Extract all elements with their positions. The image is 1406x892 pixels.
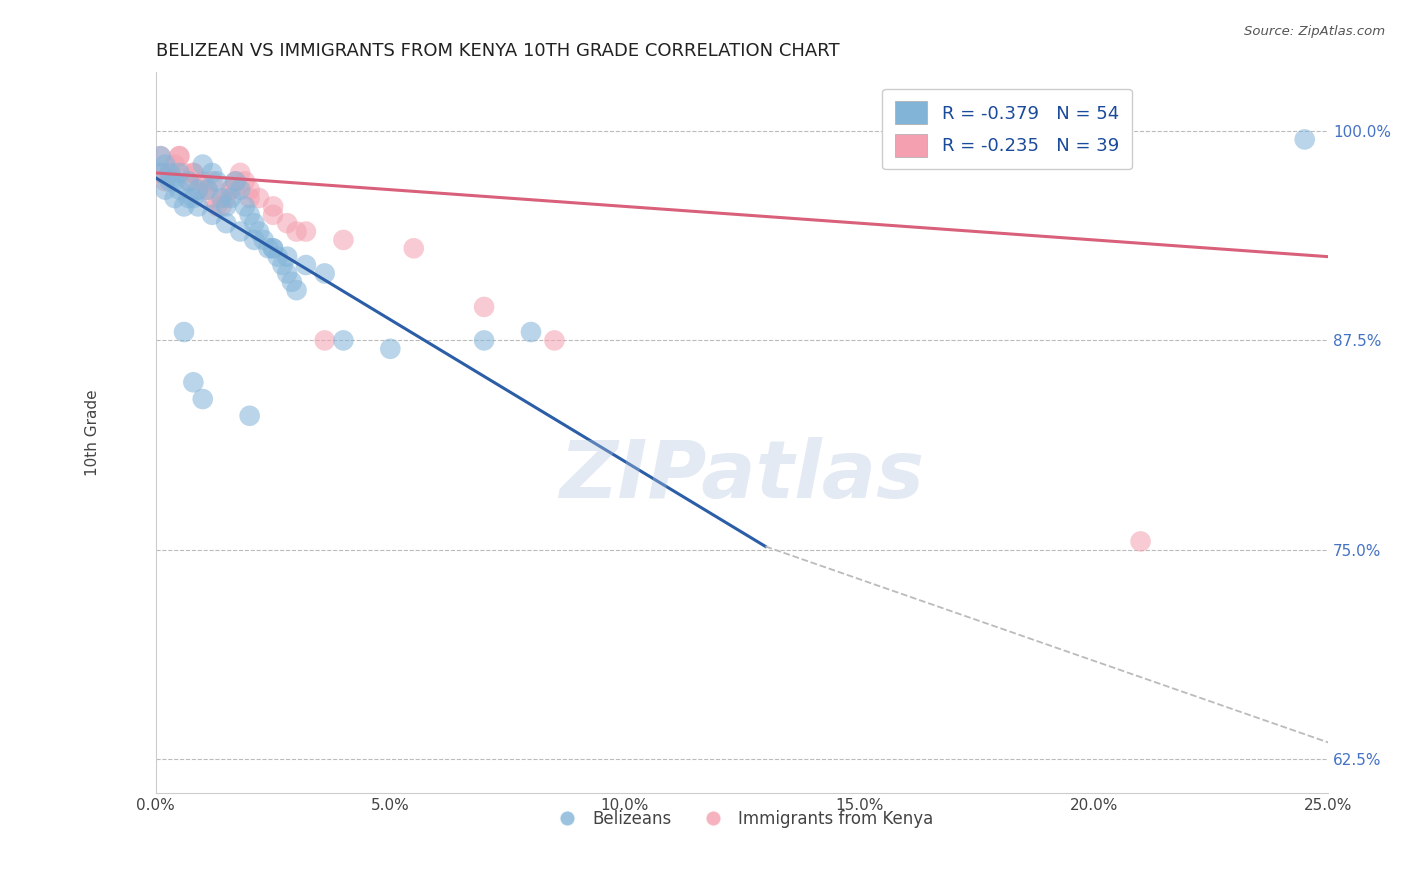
Point — [229, 183, 252, 197]
Point — [295, 258, 318, 272]
Point — [219, 191, 242, 205]
Point — [285, 283, 308, 297]
Point — [314, 334, 336, 348]
Point — [155, 183, 177, 197]
Point — [219, 183, 242, 197]
Point — [201, 174, 224, 188]
Point — [243, 216, 266, 230]
Point — [262, 241, 284, 255]
Point — [187, 183, 209, 197]
Text: ZIPatlas: ZIPatlas — [560, 437, 925, 515]
Point — [169, 183, 191, 197]
Point — [149, 149, 172, 163]
Point — [276, 250, 298, 264]
Point — [149, 149, 172, 163]
Point — [402, 241, 425, 255]
Point — [197, 183, 219, 197]
Point — [201, 166, 224, 180]
Point — [295, 225, 318, 239]
Point — [543, 334, 565, 348]
Point — [276, 216, 298, 230]
Point — [239, 409, 262, 423]
Point — [201, 191, 224, 205]
Point — [183, 376, 205, 390]
Point — [183, 166, 205, 180]
Point — [173, 166, 195, 180]
Point — [271, 258, 294, 272]
Point — [267, 250, 290, 264]
Point — [173, 199, 195, 213]
Point — [243, 233, 266, 247]
Point — [225, 174, 247, 188]
Point — [247, 225, 270, 239]
Point — [239, 183, 262, 197]
Point — [191, 157, 214, 171]
Point — [183, 191, 205, 205]
Point — [177, 174, 200, 188]
Point — [177, 191, 200, 205]
Point — [159, 166, 181, 180]
Point — [169, 166, 191, 180]
Point — [239, 191, 262, 205]
Point — [211, 191, 233, 205]
Point — [1294, 132, 1316, 146]
Point — [225, 174, 247, 188]
Point — [159, 166, 181, 180]
Point — [262, 199, 284, 213]
Point — [257, 241, 280, 255]
Point — [215, 216, 238, 230]
Point — [197, 183, 219, 197]
Point — [285, 225, 308, 239]
Point — [276, 267, 298, 281]
Point — [332, 233, 354, 247]
Point — [187, 183, 209, 197]
Y-axis label: 10th Grade: 10th Grade — [86, 389, 100, 475]
Point — [215, 191, 238, 205]
Point — [169, 149, 191, 163]
Point — [281, 275, 304, 289]
Point — [472, 334, 495, 348]
Point — [262, 208, 284, 222]
Point — [173, 325, 195, 339]
Point — [169, 149, 191, 163]
Point — [155, 157, 177, 171]
Point — [159, 166, 181, 180]
Point — [211, 199, 233, 213]
Legend: Belizeans, Immigrants from Kenya: Belizeans, Immigrants from Kenya — [544, 804, 941, 835]
Point — [1129, 534, 1152, 549]
Point — [332, 334, 354, 348]
Point — [314, 267, 336, 281]
Point — [219, 183, 242, 197]
Point — [233, 199, 256, 213]
Point — [183, 166, 205, 180]
Point — [163, 157, 186, 171]
Point — [149, 166, 172, 180]
Point — [205, 199, 228, 213]
Point — [380, 342, 402, 356]
Point — [520, 325, 543, 339]
Point — [177, 174, 200, 188]
Point — [163, 174, 186, 188]
Point — [247, 191, 270, 205]
Point — [149, 166, 172, 180]
Point — [187, 199, 209, 213]
Point — [163, 191, 186, 205]
Point — [215, 199, 238, 213]
Text: BELIZEAN VS IMMIGRANTS FROM KENYA 10TH GRADE CORRELATION CHART: BELIZEAN VS IMMIGRANTS FROM KENYA 10TH G… — [156, 42, 839, 60]
Point — [205, 174, 228, 188]
Point — [201, 208, 224, 222]
Point — [155, 174, 177, 188]
Point — [159, 174, 181, 188]
Point — [229, 225, 252, 239]
Text: Source: ZipAtlas.com: Source: ZipAtlas.com — [1244, 25, 1385, 38]
Point — [262, 241, 284, 255]
Point — [472, 300, 495, 314]
Point — [233, 174, 256, 188]
Point — [229, 166, 252, 180]
Point — [191, 392, 214, 406]
Point — [239, 208, 262, 222]
Point — [191, 174, 214, 188]
Point — [253, 233, 276, 247]
